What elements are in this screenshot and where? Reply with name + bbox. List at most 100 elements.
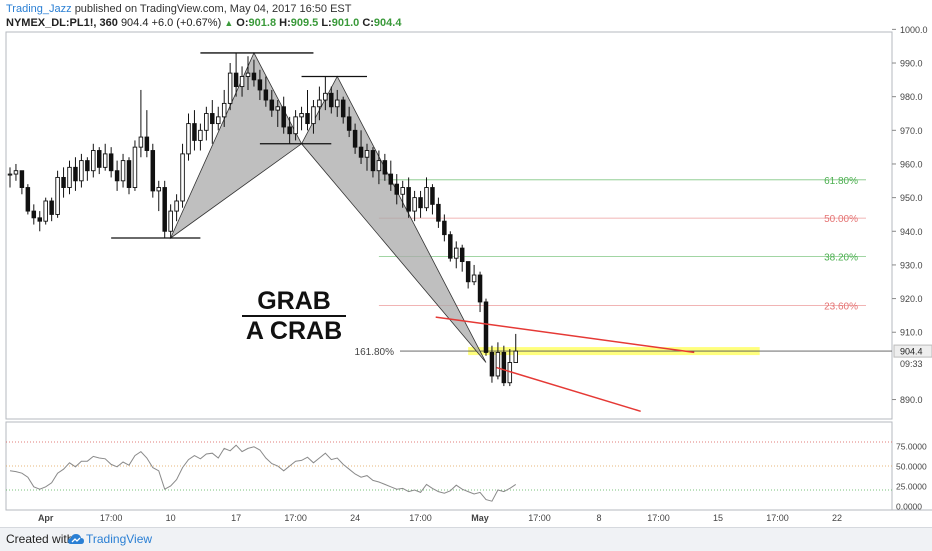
candle-body — [287, 126, 292, 135]
candle-body — [329, 92, 334, 108]
candle-body — [424, 187, 429, 209]
candle-body — [227, 72, 233, 104]
candle-body — [454, 247, 459, 259]
candle-body — [489, 351, 495, 377]
price-tick-label: 980.0 — [900, 92, 923, 102]
candle-body — [352, 129, 358, 148]
candle-body — [61, 176, 66, 188]
fibonacci-levels: 61.80% 50.00% 38.20% 23.60% 161.80% — [355, 176, 892, 358]
last-price-badge-label: 904.4 — [900, 347, 923, 357]
candle-body — [144, 136, 150, 151]
price-tick-label: 940.0 — [900, 227, 923, 237]
close-value: 904.4 — [373, 17, 402, 29]
price-tick-label: 960.0 — [900, 159, 923, 169]
candle-body — [448, 234, 453, 259]
candle-body — [501, 351, 507, 384]
price-tick-label: 930.0 — [900, 260, 923, 270]
candle-body — [19, 170, 25, 188]
rsi-tick-label: 75.0000 — [896, 442, 927, 452]
crab-pattern — [111, 52, 487, 363]
high-label: H: — [279, 17, 291, 29]
last-price: 904.4 — [120, 17, 149, 29]
price-tick-label: 890.0 — [900, 395, 923, 405]
candle-body — [346, 116, 352, 131]
footer-bar: Created with TradingView — [0, 527, 932, 551]
rsi-pane: 75.0000 50.0000 25.0000 0.0000 — [6, 442, 927, 512]
close-label: C: — [362, 17, 374, 29]
time-tick-label: 17:00 — [766, 513, 789, 523]
candle-body — [483, 301, 489, 353]
candle-body — [471, 274, 477, 283]
publish-info: Trading_Jazz published on TradingView.co… — [6, 3, 352, 15]
trend-lines — [435, 316, 695, 413]
tradingview-cloud-icon — [68, 534, 84, 544]
extension-label: 161.80% — [355, 347, 395, 358]
price-tick-label: 920.0 — [900, 294, 923, 304]
symbol-name[interactable]: NYMEX_DL:PL1!, 360 — [6, 17, 118, 29]
time-tick-label: 17:00 — [647, 513, 670, 523]
time-tick-label: Apr — [38, 513, 54, 523]
pattern-triangle-xab — [169, 52, 303, 240]
fib-level-label: 61.80% — [824, 176, 858, 187]
candle-body — [311, 106, 316, 125]
candle-body — [436, 203, 441, 222]
candle-body — [7, 173, 13, 176]
time-tick-label: 17:00 — [100, 513, 123, 523]
candle-body — [192, 123, 197, 141]
candle-body — [477, 274, 483, 303]
time-tick-label: 17:00 — [528, 513, 551, 523]
candle-body — [293, 116, 298, 135]
open-label: O: — [236, 17, 249, 29]
candle-body — [245, 72, 251, 77]
price-tick-label: 1000.0 — [900, 25, 928, 35]
time-axis[interactable]: Apr 17:00 10 17 17:00 24 17:00 May 17:00 8 17:00 15… — [38, 513, 842, 523]
candle-body — [204, 113, 209, 131]
low-label: L: — [321, 17, 332, 29]
candle-body — [388, 173, 394, 185]
price-axis[interactable]: 1000.0 990.0 980.0 970.0 960.0 950.0 940.0 930.… — [892, 25, 932, 405]
candle-body — [114, 170, 120, 182]
candle-body — [305, 113, 310, 125]
time-tick-label: 22 — [832, 513, 842, 523]
candle-body — [221, 102, 227, 118]
candle-body — [67, 166, 72, 188]
rsi-line — [9, 444, 517, 502]
fib-level-label: 38.20% — [824, 253, 858, 264]
candle-body — [269, 99, 275, 111]
candle-body — [459, 247, 465, 263]
time-tick-label: 17 — [231, 513, 241, 523]
rsi-tick-label: 0.0000 — [896, 502, 922, 512]
candle-body — [263, 89, 269, 101]
title-line-2: A CRAB — [245, 317, 343, 345]
candle-body — [25, 187, 31, 212]
candle-body — [174, 200, 179, 212]
price-tick-label: 990.0 — [900, 59, 923, 69]
title-line-1: GRAB — [257, 287, 331, 315]
candle-body — [102, 153, 108, 168]
candle-body — [251, 72, 257, 81]
candle-body — [418, 197, 423, 209]
title-divider — [242, 315, 346, 317]
countdown-label: 09:33 — [900, 359, 923, 369]
price-tick-label: 950.0 — [900, 193, 923, 203]
candle-body — [430, 187, 435, 205]
candle-body — [513, 350, 519, 363]
price-tick-label: 970.0 — [900, 126, 923, 136]
trendline-upper — [435, 316, 695, 354]
time-tick-label: 17:00 — [284, 513, 307, 523]
candle-body — [215, 116, 221, 125]
candle-body — [120, 160, 126, 182]
candle-body — [400, 187, 405, 195]
author-link[interactable]: Trading_Jazz — [6, 3, 72, 15]
candle-body — [43, 200, 48, 222]
candle-body — [239, 76, 245, 88]
candle-body — [495, 351, 501, 377]
created-with-text: Created with — [6, 532, 74, 546]
price-pane-border — [5, 31, 893, 420]
rsi-tick-label: 50.0000 — [896, 462, 927, 472]
candle-body — [198, 129, 203, 141]
tradingview-brand-link[interactable]: TradingView — [86, 532, 153, 546]
candle-body — [370, 150, 376, 172]
candle-body — [406, 187, 411, 212]
price-chart[interactable]: 61.80% 50.00% 38.20% 23.60% 161.80% 1000.0 99… — [0, 0, 932, 527]
